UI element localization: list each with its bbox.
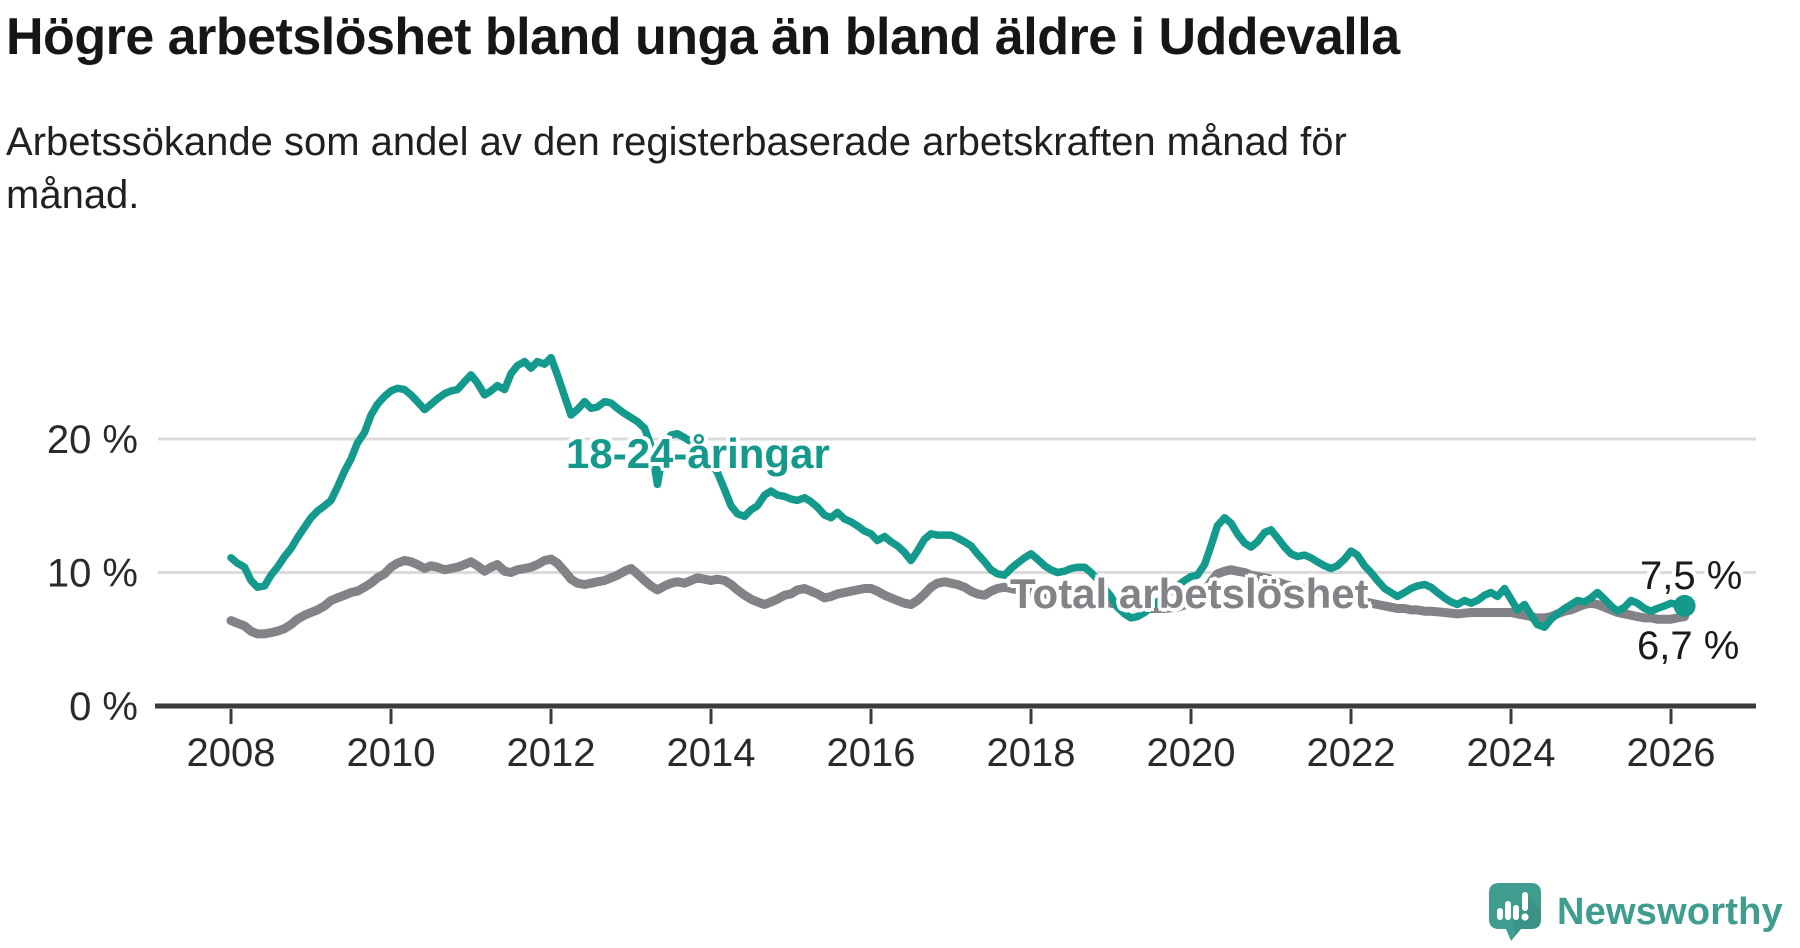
x-tick-label-2016: 2016 xyxy=(827,731,916,775)
x-tick-label-2008: 2008 xyxy=(187,731,276,775)
x-tick-label-2010: 2010 xyxy=(347,731,436,775)
newsworthy-logo-text: Newsworthy xyxy=(1557,890,1783,933)
logo-barchart-glyph xyxy=(1497,892,1529,921)
series-label-youth: 18-24-åringar xyxy=(566,430,830,477)
series-line-total xyxy=(226,554,1690,639)
x-tick-label-2026: 2026 xyxy=(1627,731,1716,775)
x-tick-label-2014: 2014 xyxy=(667,731,756,775)
chart-subtitle: Arbetssökande som andel av den registerb… xyxy=(6,120,1347,217)
x-tick-label-2022: 2022 xyxy=(1307,731,1396,775)
series-end-dot-youth xyxy=(1673,594,1696,617)
y-tick-label-10: 10 % xyxy=(47,552,138,596)
newsworthy-logo-icon xyxy=(1489,883,1541,941)
x-tick-label-2020: 2020 xyxy=(1147,731,1236,775)
x-tick-label-2018: 2018 xyxy=(987,731,1076,775)
newsworthy-logo[interactable]: Newsworthy xyxy=(1488,882,1783,942)
y-tick-label-20: 20 % xyxy=(47,418,138,462)
end-value-label-youth: 7,5 % xyxy=(1640,554,1743,598)
series-line-youth xyxy=(227,353,1689,631)
series-label-total: Total arbetslöshet xyxy=(1010,570,1369,617)
x-tick-label-2024: 2024 xyxy=(1467,731,1556,775)
chart-title: Högre arbetslöshet bland unga än bland ä… xyxy=(6,8,1400,66)
x-tick-label-2012: 2012 xyxy=(507,731,596,775)
y-tick-label-0: 0 % xyxy=(69,685,138,729)
end-value-label-total: 6,7 % xyxy=(1637,624,1740,668)
